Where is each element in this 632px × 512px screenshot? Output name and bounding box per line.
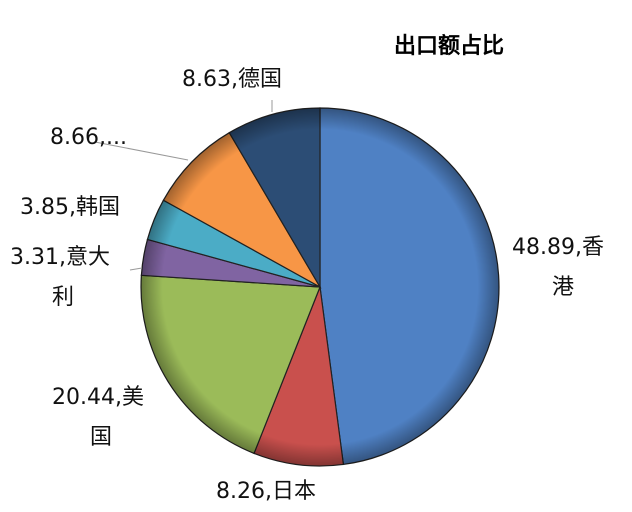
data-label-line: 3.31,意大 (10, 245, 110, 270)
data-label: 48.89,香港 (512, 228, 604, 308)
chart-title: 出口额占比 (394, 34, 505, 59)
data-label: 20.44,美国 (52, 378, 144, 458)
leader-line (129, 267, 143, 271)
data-label-line: 港 (552, 275, 575, 300)
data-label-line: 8.66,... (50, 125, 127, 150)
data-label: 8.63,德国 (182, 60, 282, 100)
data-label-line: 8.63,德国 (182, 67, 282, 92)
data-label-line: 3.85,韩国 (20, 195, 120, 220)
data-label-line: 48.89,香 (512, 235, 604, 260)
data-label-line: 国 (90, 425, 113, 450)
data-label: 8.66,... (50, 118, 127, 158)
data-label: 3.85,韩国 (20, 188, 120, 228)
data-label-line: 利 (52, 285, 75, 310)
pie-bevel (141, 108, 499, 466)
data-label: 8.26,日本 (216, 472, 316, 512)
data-label-line: 20.44,美 (52, 385, 144, 410)
data-label: 3.31,意大利 (10, 238, 110, 318)
leader-line (94, 141, 189, 161)
data-label-line: 8.26,日本 (216, 479, 316, 504)
